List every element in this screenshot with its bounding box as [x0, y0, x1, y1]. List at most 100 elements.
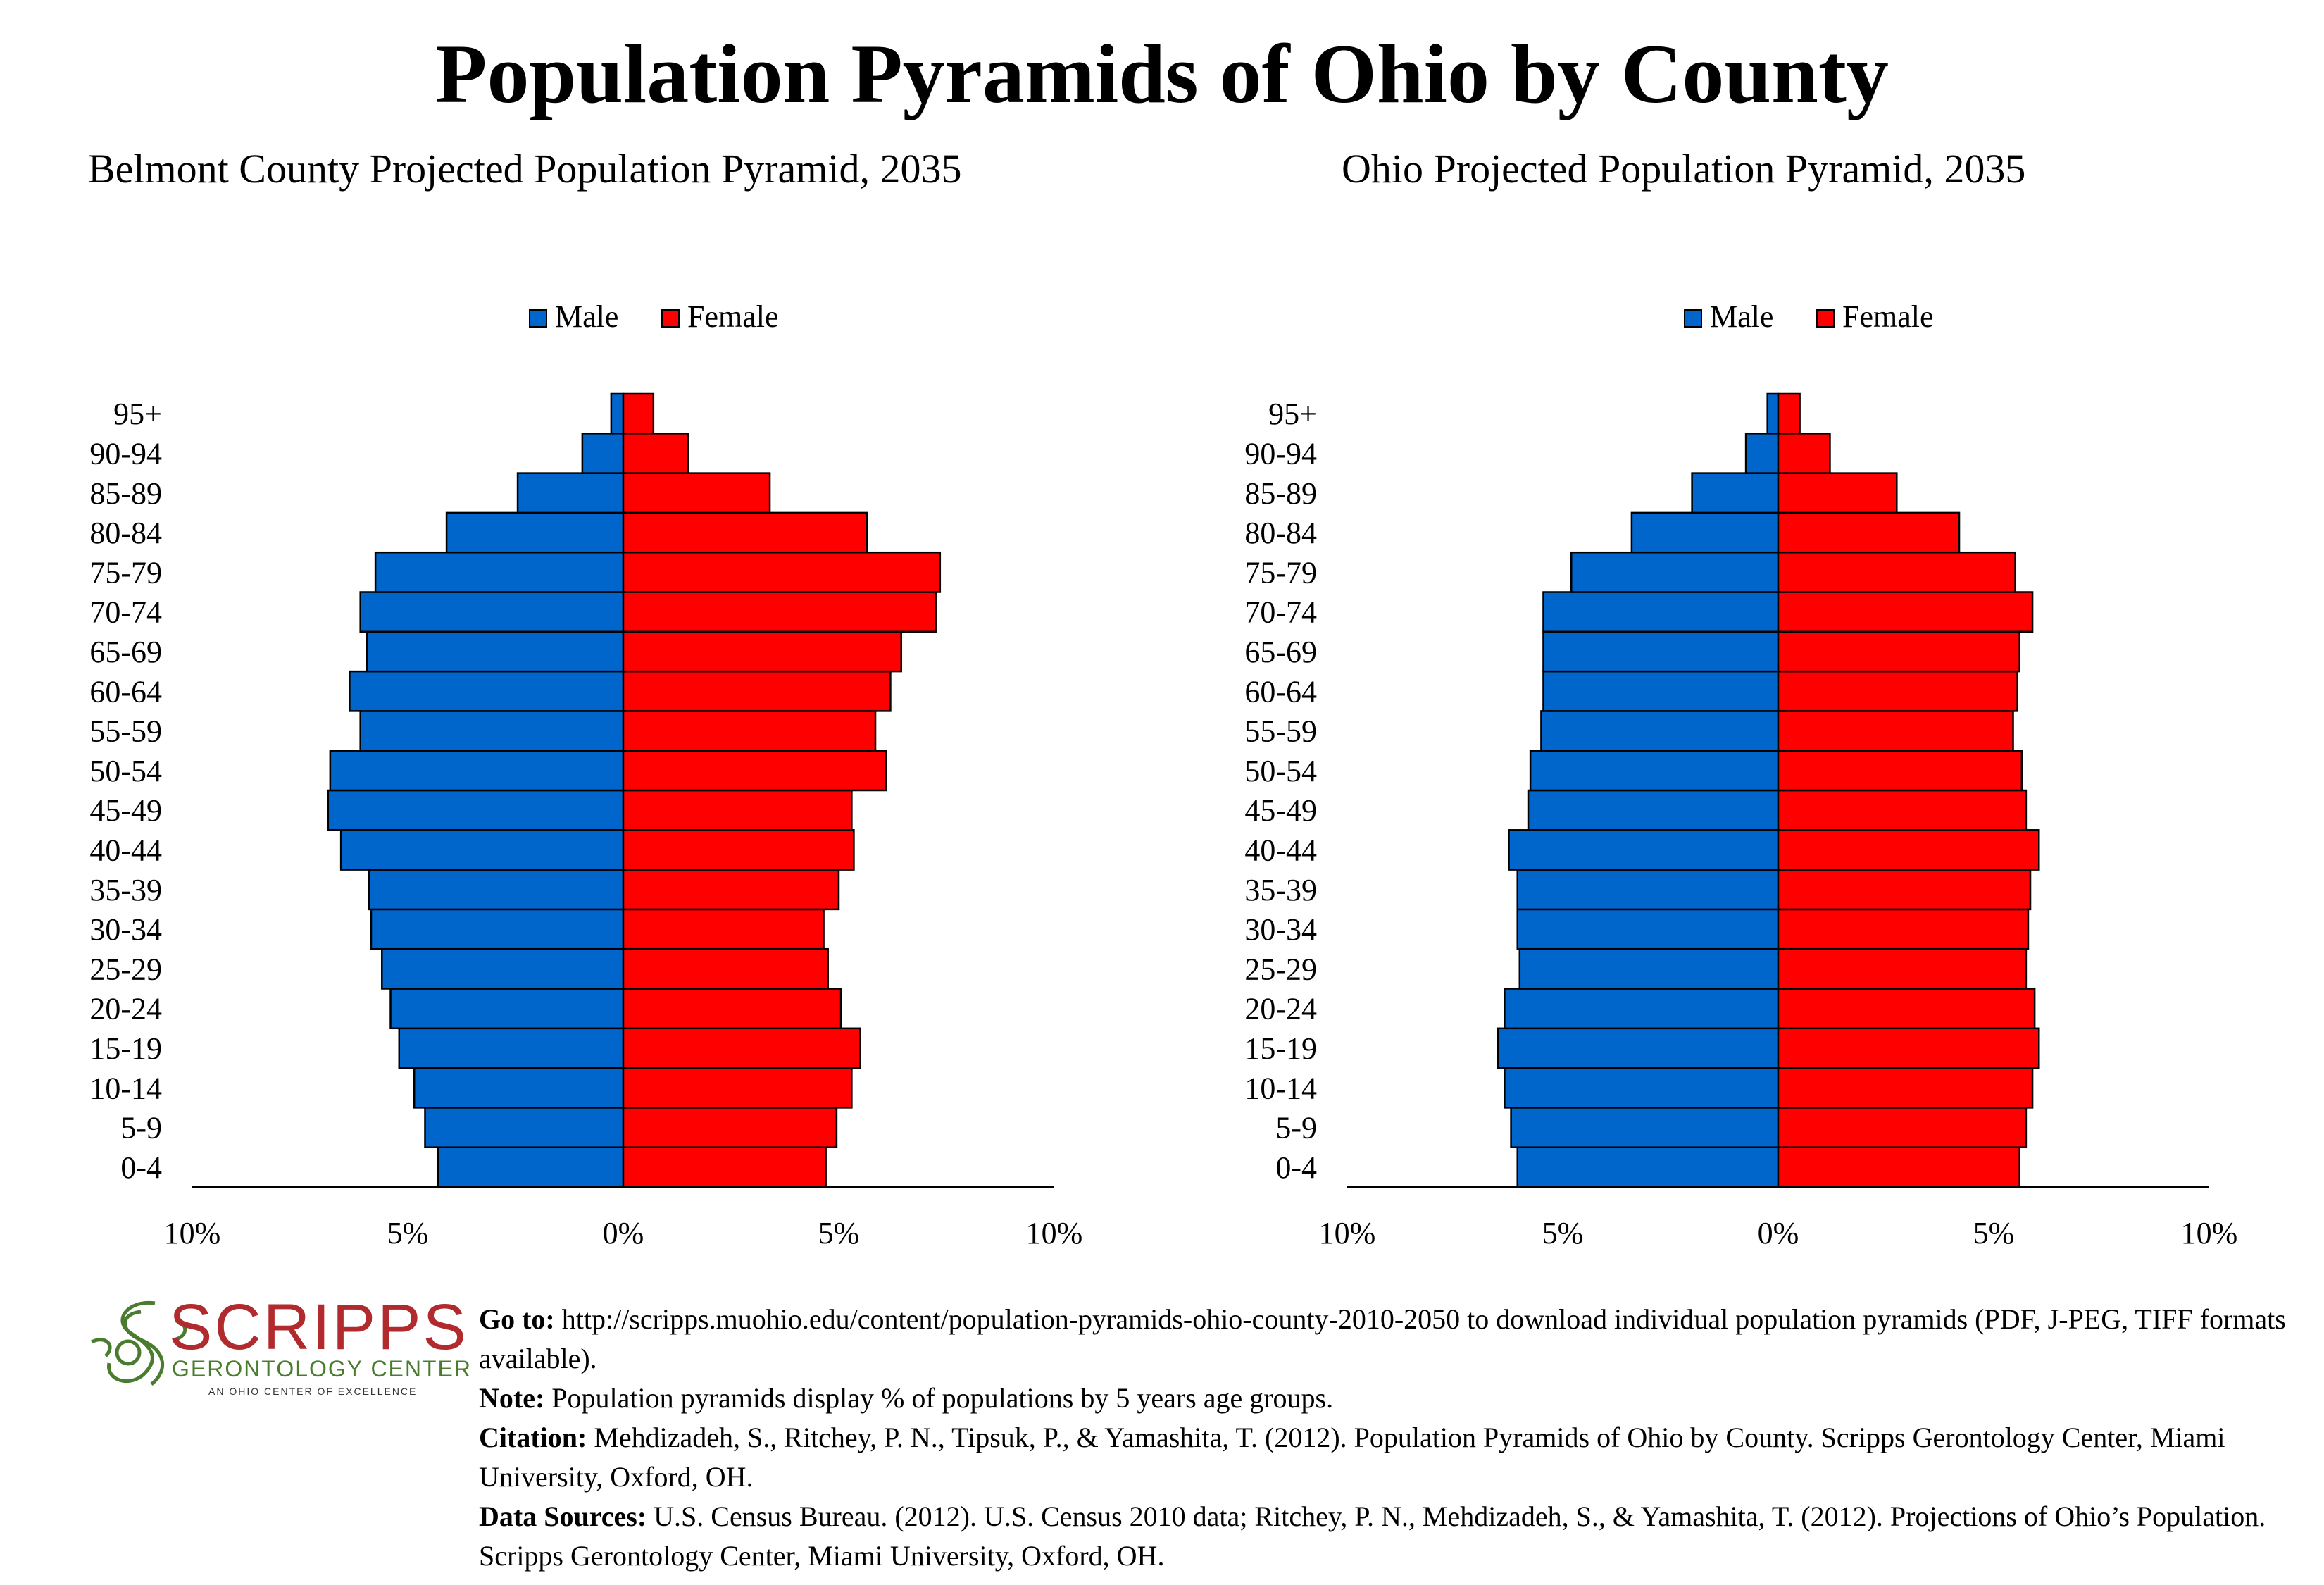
ohio-bar-female: [1777, 433, 1831, 474]
belmont-bar-female: [622, 630, 902, 673]
belmont-bar-female: [622, 1146, 827, 1188]
ohio-bar-male: [1542, 670, 1780, 712]
ohio-bar-male: [1516, 869, 1780, 911]
belmont-bar-male: [359, 591, 625, 633]
ohio-x-tick-label: 5%: [1542, 1216, 1584, 1250]
ohio-bar-female: [1777, 1067, 2034, 1109]
belmont-pyramid-chart: Male Female 0-4 5-9 10-14 15-19 20-24 25-29 30-3…: [89, 299, 1082, 1250]
belmont-age-label: 75-79: [89, 555, 162, 590]
belmont-age-label: 15-19: [89, 1031, 162, 1066]
ohio-bar-male: [1542, 591, 1780, 633]
belmont-age-label: 60-64: [89, 674, 162, 709]
note-goto-label: Go to:: [479, 1303, 555, 1335]
belmont-bar-male: [581, 433, 625, 474]
ohio-age-label: 80-84: [1244, 516, 1317, 550]
ohio-age-label: 75-79: [1244, 555, 1317, 590]
belmont-bar-female: [622, 670, 892, 712]
belmont-bar-female: [622, 710, 877, 752]
ohio-bar-female: [1777, 947, 2028, 990]
ohio-age-label: 60-64: [1244, 674, 1317, 709]
belmont-bar-male: [437, 1146, 625, 1188]
ohio-bar-male: [1766, 392, 1780, 435]
ohio-age-label: 85-89: [1244, 476, 1317, 511]
belmont-bar-male: [374, 551, 625, 593]
belmont-bar-male: [349, 670, 625, 712]
belmont-bar-female: [622, 1027, 861, 1069]
ohio-legend-female-label: Female: [1842, 299, 1934, 334]
belmont-bar-female: [622, 869, 840, 911]
ohio-x-tick-label: 5%: [1973, 1216, 2015, 1250]
ohio-age-label: 50-54: [1244, 754, 1317, 788]
belmont-x-tick-label: 10%: [164, 1216, 221, 1250]
ohio-bar-male: [1540, 710, 1780, 752]
belmont-bar-female: [622, 829, 855, 871]
belmont-bar-female: [622, 750, 887, 792]
belmont-bar-male: [610, 392, 625, 435]
scripps-logo-tagline: AN OHIO CENTER OF EXCELLENCE: [208, 1386, 418, 1397]
belmont-bar-female: [622, 947, 829, 990]
belmont-bar-female: [622, 511, 868, 554]
belmont-age-label: 40-44: [89, 833, 162, 867]
belmont-bar-male: [329, 750, 625, 792]
ohio-age-label: 95+: [1268, 397, 1317, 431]
ohio-bar-female: [1777, 511, 1961, 554]
belmont-bar-male: [413, 1067, 625, 1109]
ohio-legend-male-label: Male: [1710, 299, 1773, 334]
main-title: Population Pyramids of Ohio by County: [435, 27, 1889, 120]
ohio-pyramid-chart: Male Female 0-4 5-9 10-14 15-19 20-24 25-29 30-3…: [1244, 299, 2238, 1250]
ohio-bar-male: [1630, 511, 1780, 554]
ohio-bar-male: [1516, 908, 1780, 950]
note-citation: Citation: Mehdizadeh, S., Ritchey, P. N.…: [479, 1418, 2310, 1497]
belmont-bar-male: [445, 511, 625, 554]
ohio-age-label: 55-59: [1244, 714, 1317, 749]
ohio-bar-female: [1777, 392, 1801, 435]
ohio-age-label: 5-9: [1275, 1111, 1317, 1145]
ohio-bar-female: [1777, 988, 2036, 1030]
belmont-bar-female: [622, 908, 825, 950]
belmont-bar-male: [398, 1027, 625, 1069]
ohio-bar-male: [1518, 947, 1780, 990]
ohio-bar-male: [1744, 433, 1780, 474]
belmont-legend-male-swatch: [529, 309, 547, 328]
belmont-age-label: 45-49: [89, 793, 162, 828]
ohio-bar-male: [1570, 551, 1780, 593]
scripps-logo-icon: [90, 1300, 187, 1386]
ohio-bar-male: [1516, 1146, 1780, 1188]
belmont-age-label: 70-74: [89, 595, 162, 630]
note-note-text: Population pyramids display % of populat…: [544, 1382, 1334, 1414]
belmont-x-tick-label: 5%: [818, 1216, 860, 1250]
ohio-bar-female: [1777, 591, 2034, 633]
ohio-bar-female: [1777, 1146, 2020, 1188]
belmont-x-tick-label: 0%: [603, 1216, 644, 1250]
ohio-bar-male: [1510, 1107, 1780, 1148]
ohio-x-tick-label: 10%: [1319, 1216, 1376, 1250]
ohio-bar-female: [1777, 630, 2020, 673]
belmont-bar-male: [381, 947, 625, 990]
ohio-bar-female: [1777, 670, 2018, 712]
ohio-bar-female: [1777, 908, 2030, 950]
ohio-age-label: 10-14: [1244, 1071, 1317, 1105]
ohio-bar-female: [1777, 1107, 2028, 1148]
ohio-age-label: 65-69: [1244, 635, 1317, 669]
belmont-bar-female: [622, 472, 771, 514]
ohio-age-label: 90-94: [1244, 436, 1317, 471]
ohio-bar-male: [1508, 829, 1780, 871]
ohio-x-tick-label: 0%: [1758, 1216, 1799, 1250]
belmont-bar-female: [622, 433, 689, 474]
ohio-x-tick-label: 10%: [2181, 1216, 2238, 1250]
belmont-bar-female: [622, 1107, 838, 1148]
scripps-logo-name: SCRIPPS: [169, 1291, 468, 1363]
belmont-bar-female: [622, 551, 942, 593]
ohio-bar-male: [1542, 630, 1780, 673]
belmont-bar-male: [424, 1107, 625, 1148]
belmont-bar-female: [622, 1067, 853, 1109]
ohio-legend-male-swatch: [1684, 309, 1702, 328]
belmont-age-label: 0-4: [120, 1150, 162, 1185]
notes-block: Go to: http://scripps.muohio.edu/content…: [479, 1300, 2310, 1576]
belmont-age-label: 20-24: [89, 992, 162, 1026]
belmont-bar-male: [370, 908, 625, 950]
ohio-bar-female: [1777, 551, 2016, 593]
ohio-bar-female: [1777, 1027, 2040, 1069]
note-sources-text: U.S. Census Bureau. (2012). U.S. Census …: [479, 1500, 2266, 1572]
note-sources-label: Data Sources:: [479, 1500, 647, 1532]
